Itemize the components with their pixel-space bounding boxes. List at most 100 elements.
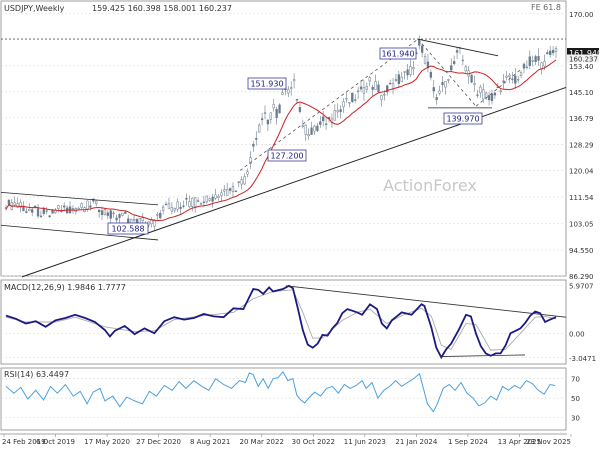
- candle: [170, 207, 174, 212]
- candle: [403, 71, 406, 73]
- candle: [16, 203, 19, 208]
- candle: [115, 217, 118, 221]
- candle: [234, 190, 238, 192]
- candle: [464, 66, 467, 72]
- x-tick-label: 13 Apr 2025: [498, 438, 541, 446]
- y-tick-label: 70: [571, 376, 580, 384]
- candle: [71, 207, 75, 210]
- candle: [89, 205, 92, 208]
- ohlc-text: 159.425 160.398 158.001 160.237: [92, 4, 232, 13]
- candle: [33, 205, 37, 208]
- channel-upper-line: [0, 191, 159, 206]
- candle: [493, 92, 497, 96]
- candle: [420, 45, 424, 53]
- candle: [100, 210, 104, 216]
- candle: [482, 89, 485, 100]
- candle: [199, 203, 203, 205]
- candle: [316, 125, 319, 131]
- candle: [211, 196, 214, 202]
- candle: [7, 199, 11, 205]
- candle: [348, 102, 351, 104]
- projection-line: [417, 38, 477, 107]
- x-tick-label: 30 Oct 2022: [292, 438, 335, 446]
- candle: [386, 85, 389, 93]
- candle: [124, 211, 127, 214]
- candle: [202, 201, 206, 203]
- candle: [263, 112, 267, 114]
- descending-trendline: [417, 38, 499, 57]
- candle: [441, 82, 444, 86]
- candle: [517, 78, 520, 81]
- x-tick-label: 23 Nov 2025: [526, 438, 571, 446]
- candle: [522, 63, 526, 69]
- macd-header: MACD(12,26,9) 1.9846 1.7777: [4, 283, 126, 292]
- candle: [374, 81, 377, 90]
- candle: [231, 186, 235, 192]
- candle: [549, 50, 552, 55]
- candle: [447, 79, 450, 81]
- candle: [508, 74, 511, 77]
- y-tick-label: 170.00: [569, 11, 594, 19]
- candle: [426, 61, 430, 69]
- annotation-box: [247, 77, 287, 90]
- candle: [525, 66, 529, 68]
- macd-panel-frame: [0, 279, 567, 365]
- candle: [388, 82, 392, 85]
- candle: [228, 188, 232, 191]
- candle: [275, 108, 278, 119]
- x-tick-label: 24 Feb 2019: [2, 438, 46, 446]
- candle: [351, 92, 354, 102]
- rsi-header: RSI(14) 63.4497: [4, 370, 69, 379]
- candle: [444, 81, 447, 88]
- annotation-box: [267, 149, 307, 162]
- candle: [121, 212, 124, 216]
- candle: [339, 109, 342, 113]
- candle: [368, 77, 371, 82]
- candle: [546, 52, 549, 54]
- candle: [304, 124, 307, 135]
- candle: [499, 90, 502, 92]
- candle: [438, 90, 441, 94]
- candle: [48, 215, 51, 218]
- candle: [80, 203, 83, 208]
- macd-line: [5, 284, 557, 360]
- candle: [161, 206, 165, 211]
- candle: [217, 195, 220, 198]
- fe-label: FE 61.8: [531, 3, 561, 12]
- candle: [429, 71, 433, 78]
- candle: [450, 65, 453, 71]
- x-tick-label: 8 Aug 2021: [190, 438, 230, 446]
- x-tick-label: 17 May 2020: [84, 438, 130, 446]
- rsi-line: [5, 371, 556, 413]
- level-price-label: 161.940: [569, 49, 600, 58]
- candle: [534, 56, 537, 62]
- channel-lower-line: [0, 224, 159, 241]
- candle: [336, 110, 339, 113]
- candle: [519, 72, 523, 76]
- rsi-panel-frame: [0, 367, 567, 431]
- candle: [243, 176, 246, 185]
- candle: [86, 200, 89, 210]
- candle: [383, 94, 386, 96]
- candle: [310, 127, 313, 135]
- y-tick-label: 111.54: [569, 194, 594, 202]
- candle: [220, 192, 223, 196]
- candle: [208, 198, 211, 201]
- candle: [191, 197, 194, 207]
- y-tick-label: 145.10: [569, 89, 594, 97]
- candle: [179, 206, 182, 209]
- candle: [400, 76, 403, 82]
- candle: [45, 210, 48, 212]
- candle: [194, 197, 197, 207]
- candle: [36, 208, 40, 217]
- y-tick-label: 136.79: [569, 115, 594, 123]
- candle: [365, 86, 368, 90]
- candle: [13, 202, 16, 206]
- x-tick-label: 20 Mar 2022: [240, 438, 284, 446]
- candle: [514, 75, 517, 84]
- candle: [554, 48, 558, 52]
- candle: [455, 50, 459, 53]
- candle: [412, 67, 415, 70]
